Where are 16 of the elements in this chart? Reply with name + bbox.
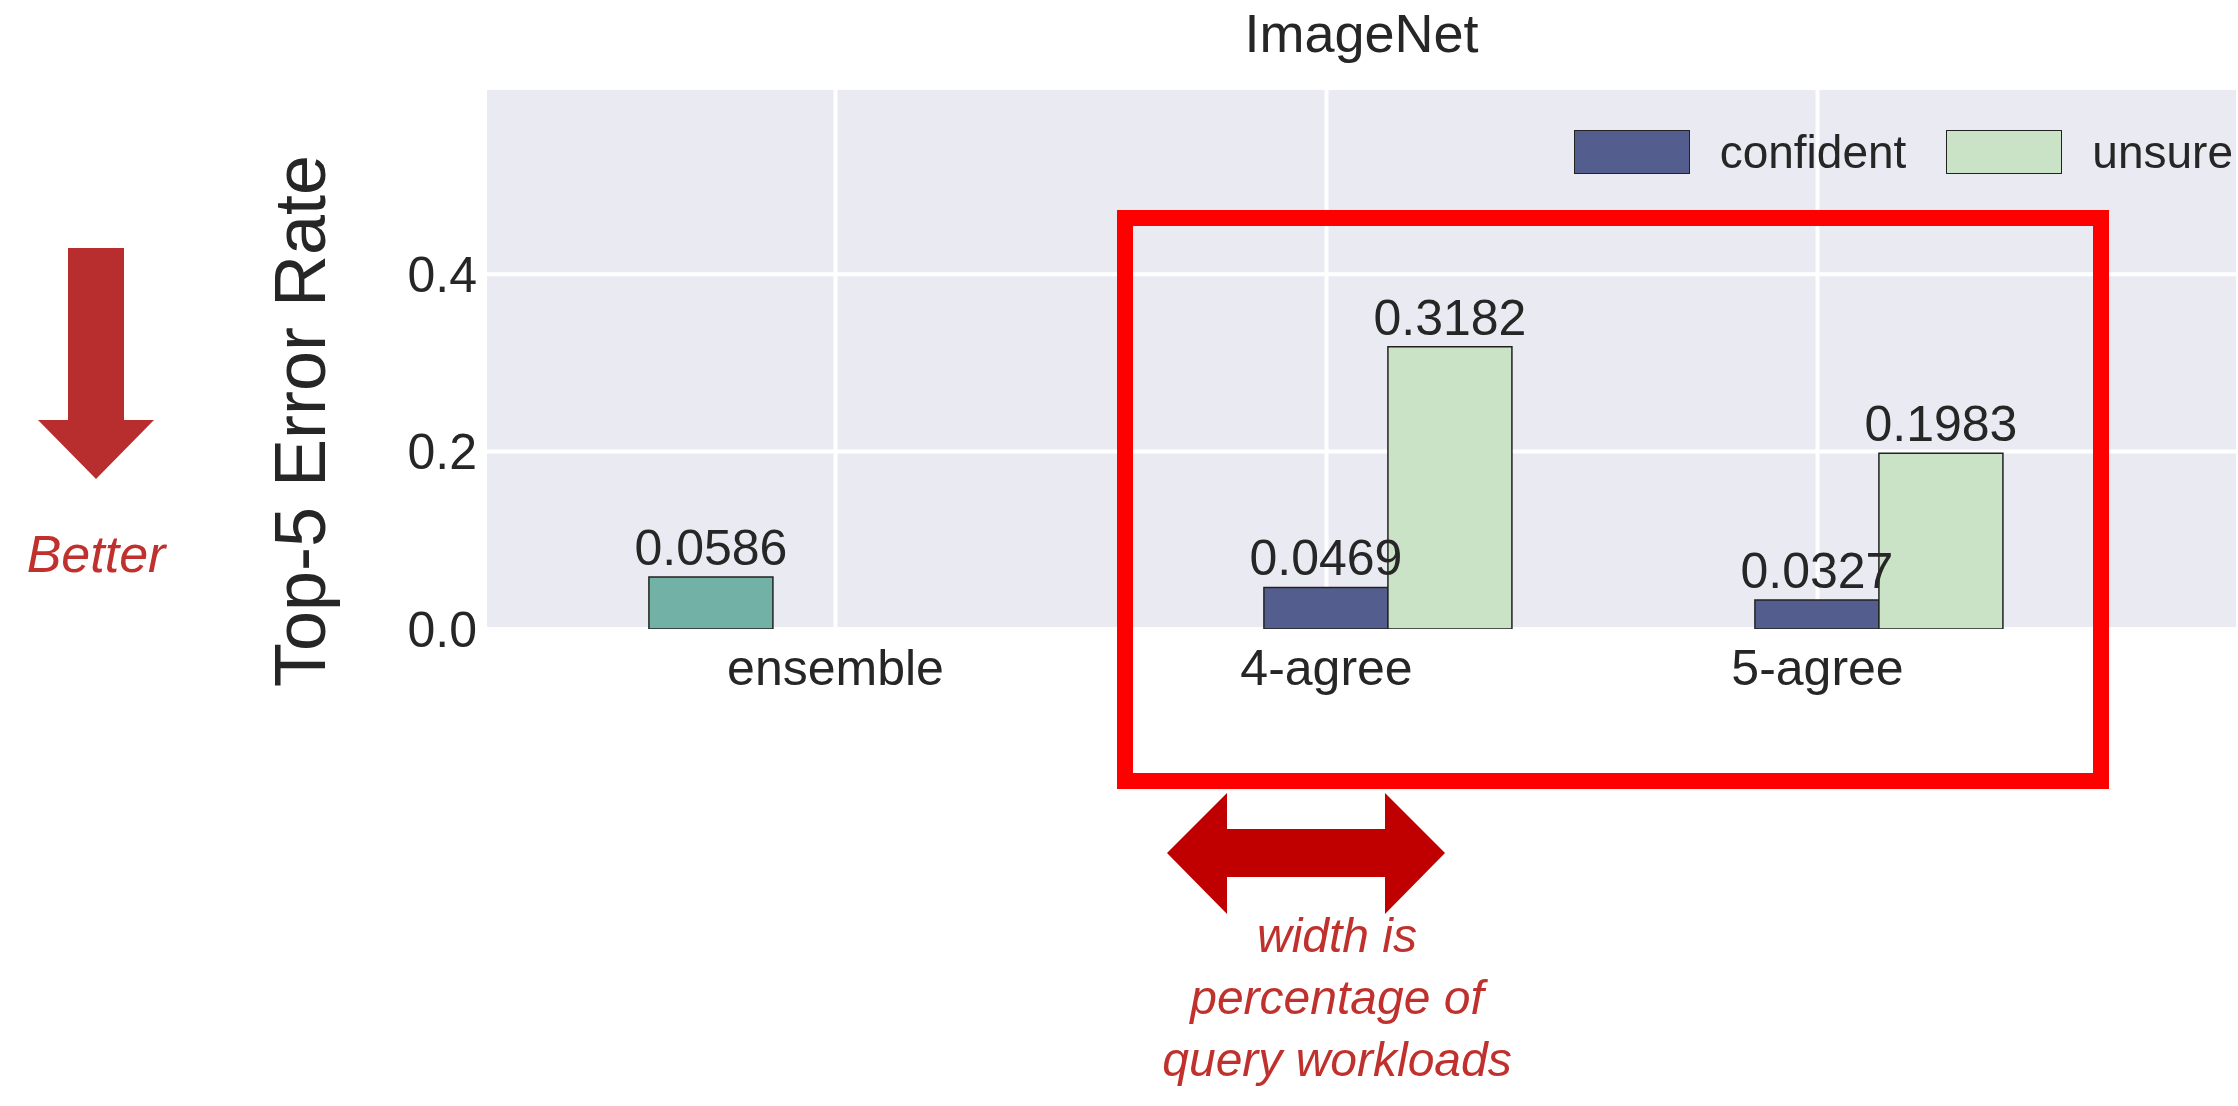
x-tick-label: 4-agree (1240, 639, 1413, 696)
chart-title: ImageNet (1243, 2, 1480, 64)
y-tick-label: 0.4 (407, 247, 477, 303)
text: Better (26, 524, 166, 584)
x-tick-label: 5-agree (1731, 639, 1904, 696)
x-tick-label: ensemble (727, 639, 944, 696)
legend-label: confident (1719, 125, 1907, 179)
legend-label: unsure (2092, 125, 2233, 179)
text: width is percentage of query workloads (1162, 908, 1512, 1088)
y-tick-label: 0.2 (407, 424, 477, 481)
data-label: 0.0586 (634, 520, 788, 577)
y-tick-label: 0.0 (407, 601, 477, 658)
y-axis-title: Top-5 Error Rate (259, 154, 341, 688)
data-label: 0.3182 (1373, 289, 1527, 346)
bar (648, 576, 774, 629)
data-label: 0.1983 (1864, 396, 2018, 453)
